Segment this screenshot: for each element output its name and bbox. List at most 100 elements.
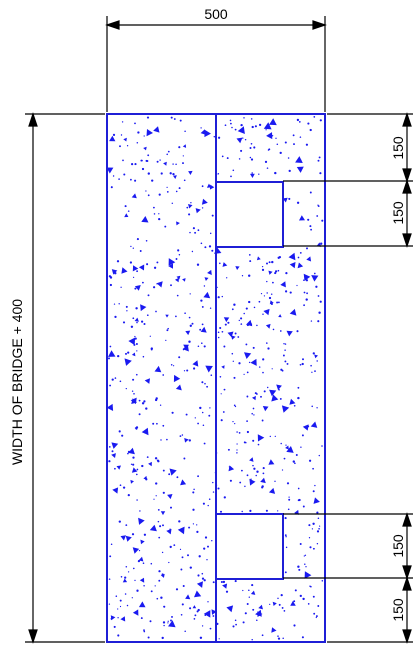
concrete-speckle: [135, 426, 139, 429]
concrete-speckle: [169, 468, 177, 476]
concrete-speckle: [160, 439, 162, 441]
concrete-speckle: [128, 447, 135, 455]
concrete-speckle: [106, 403, 114, 411]
concrete-speckle: [243, 117, 245, 119]
concrete-speckle: [246, 395, 249, 398]
concrete-speckle: [263, 295, 265, 297]
lower-pocket: [215, 513, 284, 580]
concrete-speckle: [108, 578, 111, 580]
concrete-speckle: [309, 546, 312, 549]
concrete-speckle: [149, 335, 151, 337]
concrete-speckle: [271, 368, 273, 370]
concrete-speckle: [159, 525, 162, 528]
concrete-speckle: [267, 149, 270, 151]
concrete-speckle: [240, 123, 243, 127]
concrete-speckle: [251, 125, 254, 129]
concrete-speckle: [120, 535, 126, 541]
concrete-speckle: [138, 556, 144, 562]
arrow: [402, 179, 412, 194]
right-dim-label-1: 150: [390, 136, 406, 160]
concrete-speckle: [185, 330, 191, 336]
concrete-speckle: [285, 271, 288, 275]
concrete-speckle: [297, 499, 300, 502]
concrete-speckle: [168, 620, 176, 628]
concrete-speckle: [299, 594, 302, 598]
concrete-speckle: [257, 434, 265, 442]
concrete-speckle: [125, 566, 128, 568]
concrete-speckle: [131, 163, 134, 166]
concrete-speckle: [258, 366, 261, 368]
concrete-speckle: [294, 462, 296, 465]
concrete-speckle: [293, 143, 295, 146]
concrete-speckle: [109, 283, 112, 287]
concrete-speckle: [108, 603, 111, 605]
concrete-speckle: [163, 161, 167, 166]
concrete-speckle: [250, 358, 257, 366]
concrete-speckle: [317, 159, 320, 162]
concrete-speckle: [156, 283, 158, 285]
concrete-speckle: [147, 172, 150, 175]
concrete-speckle: [160, 172, 163, 175]
concrete-speckle: [172, 172, 175, 176]
concrete-speckle: [315, 615, 318, 618]
arrow: [402, 629, 412, 644]
concrete-speckle: [316, 530, 320, 533]
concrete-speckle: [201, 342, 203, 344]
concrete-speckle: [136, 270, 139, 273]
concrete-speckle: [229, 119, 232, 122]
concrete-speckle: [111, 450, 114, 453]
concrete-speckle: [193, 367, 196, 370]
concrete-speckle: [209, 407, 211, 409]
concrete-speckle: [295, 454, 298, 456]
concrete-speckle: [294, 589, 297, 592]
concrete-speckle: [266, 386, 269, 389]
concrete-speckle: [310, 364, 312, 367]
concrete-speckle: [153, 498, 155, 500]
concrete-speckle: [159, 404, 162, 406]
concrete-speckle: [126, 604, 129, 607]
concrete-speckle: [127, 351, 130, 354]
concrete-speckle: [147, 636, 150, 639]
concrete-speckle: [289, 398, 296, 405]
concrete-speckle: [303, 291, 306, 294]
concrete-speckle: [118, 178, 120, 180]
concrete-speckle: [124, 593, 127, 595]
concrete-speckle: [219, 375, 222, 378]
concrete-speckle: [224, 124, 227, 127]
concrete-speckle: [212, 481, 214, 484]
concrete-speckle: [227, 321, 230, 324]
concrete-speckle: [161, 551, 164, 554]
concrete-speckle: [268, 459, 275, 465]
concrete-speckle: [201, 207, 204, 209]
concrete-speckle: [312, 595, 315, 598]
concrete-speckle: [143, 629, 145, 631]
concrete-speckle: [141, 402, 145, 405]
concrete-speckle: [281, 469, 284, 471]
concrete-speckle: [144, 378, 150, 384]
concrete-speckle: [320, 242, 323, 245]
concrete-speckle: [158, 536, 161, 539]
concrete-speckle: [308, 459, 312, 462]
concrete-speckle: [232, 420, 234, 423]
concrete-speckle: [134, 163, 137, 166]
concrete-speckle: [106, 167, 114, 174]
concrete-speckle: [126, 310, 128, 312]
concrete-speckle: [173, 374, 181, 383]
concrete-speckle: [221, 295, 223, 298]
concrete-speckle: [201, 323, 204, 326]
concrete-speckle: [109, 135, 116, 142]
concrete-speckle: [310, 421, 318, 428]
concrete-speckle: [203, 291, 211, 299]
concrete-speckle: [135, 373, 138, 376]
concrete-speckle: [277, 597, 279, 600]
arrow-right: [312, 20, 327, 30]
concrete-speckle: [297, 565, 300, 568]
concrete-speckle: [169, 545, 172, 549]
concrete-speckle: [281, 405, 290, 413]
concrete-speckle: [296, 330, 299, 333]
concrete-speckle: [158, 193, 161, 196]
concrete-speckle: [121, 267, 128, 274]
concrete-speckle: [272, 601, 277, 606]
concrete-speckle: [222, 580, 226, 584]
arrow: [402, 233, 412, 248]
